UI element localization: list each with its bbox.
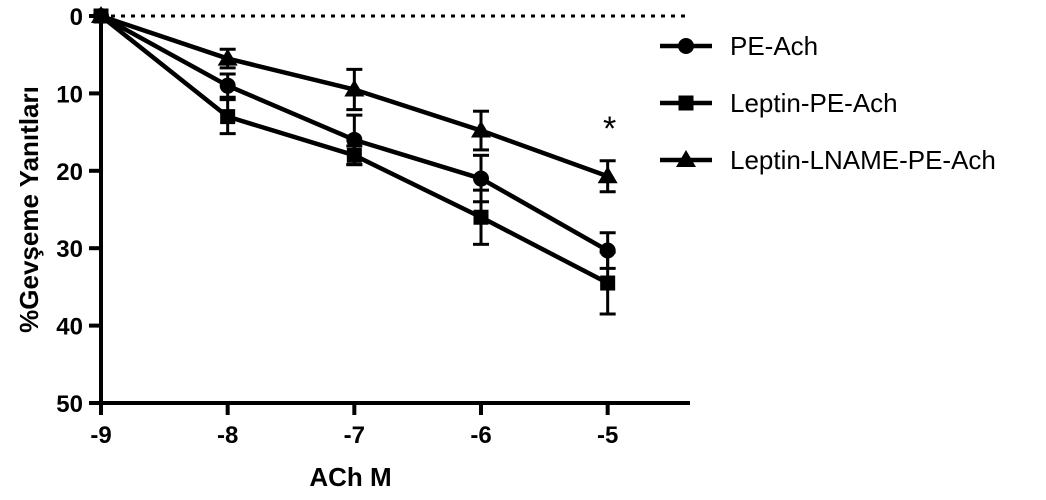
data-point — [220, 109, 236, 125]
legend-label: Leptin-PE-Ach — [730, 88, 898, 118]
axes: 0 10 20 30 40 50 -9 -8 -7 -6 -5 — [56, 4, 690, 449]
data-point — [344, 79, 365, 97]
legend: PE-Ach Leptin-PE-Ach Leptin-LNAME-PE-Ach — [660, 31, 996, 175]
data-point — [471, 120, 491, 138]
y-tick-label: 20 — [56, 159, 83, 186]
legend-item: Leptin-LNAME-PE-Ach — [660, 145, 996, 175]
legend-marker — [678, 95, 694, 111]
y-tick-label: 0 — [70, 4, 83, 31]
y-tick-label: 50 — [56, 391, 83, 418]
legend-label: Leptin-LNAME-PE-Ach — [730, 145, 996, 175]
series-layer: * — [91, 6, 618, 316]
legend-marker — [676, 150, 696, 167]
data-point — [346, 131, 363, 148]
legend-marker — [678, 38, 694, 54]
y-tick-label: 40 — [56, 314, 83, 341]
x-tick-label: -9 — [90, 422, 111, 449]
x-tick-label: -6 — [470, 422, 491, 449]
series-leptin-lname-pe-ach — [91, 6, 618, 194]
data-point — [473, 209, 489, 225]
significance-annotation: * — [603, 110, 616, 148]
legend-item: PE-Ach — [660, 31, 818, 61]
x-tick-label: -8 — [217, 422, 238, 449]
y-tick-label: 30 — [56, 236, 83, 263]
series-leptin-pe-ach — [93, 8, 616, 316]
data-point — [600, 275, 616, 291]
data-point — [346, 147, 362, 163]
series-pe-ach — [93, 8, 616, 270]
y-axis-title: %Gevşeme Yanıtları — [14, 86, 44, 333]
data-point — [597, 166, 618, 184]
x-tick-label: -7 — [344, 422, 365, 449]
data-point — [599, 242, 616, 259]
data-point — [473, 170, 489, 187]
y-tick-label: 10 — [56, 81, 83, 108]
legend-item: Leptin-PE-Ach — [660, 88, 898, 118]
x-tick-label: -5 — [597, 422, 618, 449]
data-point — [219, 77, 236, 94]
data-point — [217, 48, 238, 66]
legend-label: PE-Ach — [730, 31, 818, 61]
data-point — [91, 6, 111, 23]
x-axis-title: ACh M — [309, 462, 391, 492]
